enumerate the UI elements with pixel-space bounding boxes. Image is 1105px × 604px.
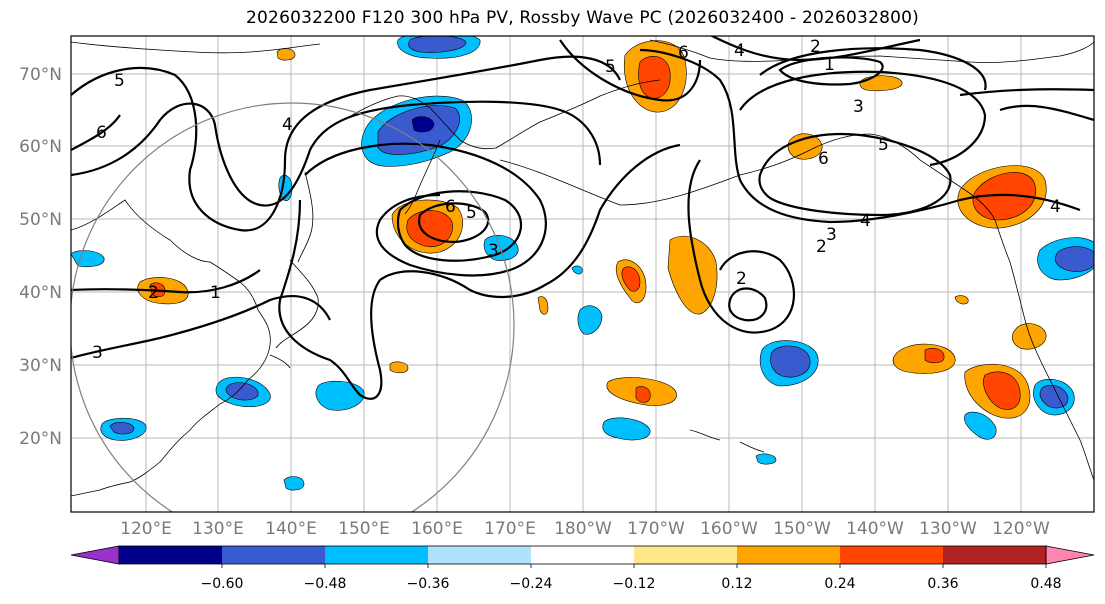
pv-anomaly-pos (924, 348, 945, 364)
lon-label: 140°W (846, 519, 904, 539)
colorbar-segment (119, 546, 223, 564)
pv-anomaly-pos (635, 386, 651, 403)
pv-anomaly-pos (537, 296, 549, 315)
pv-anomaly-neg (483, 235, 519, 261)
contour-label: 6 (818, 149, 829, 169)
lat-label: 30°N (19, 356, 62, 376)
pv-anomaly-pos (621, 266, 641, 292)
lat-label: 40°N (19, 283, 62, 303)
contour-labels: 6 5 4 5 6 2 1 3 5 6 4 3 2 4 5 2 3 2 1 3 … (92, 37, 1061, 363)
colorbar-tick-label: 0.48 (1030, 576, 1061, 592)
map-title: 2026032200 F120 300 hPa PV, Rossby Wave … (246, 8, 919, 28)
lon-label: 170°W (627, 519, 685, 539)
colorbar-segment (325, 546, 429, 564)
contour-label: 6 (96, 123, 107, 143)
colorbar-frame (118, 545, 1047, 565)
contour-label: 6 (678, 43, 689, 63)
contour-label: 1 (210, 283, 221, 303)
colorbar-tick-label: −0.60 (201, 576, 244, 592)
lon-label: 120°W (992, 519, 1050, 539)
colorbar-ticks: −0.60 −0.48 −0.36 −0.24 −0.12 0.12 0.24 0.36 0.4… (201, 564, 1062, 592)
colorbar-segment (737, 546, 841, 564)
rossby-wave-contours (71, 36, 1094, 400)
pv-anomaly-pos (954, 295, 969, 305)
lon-label: 120°E (120, 519, 172, 539)
contour-label: 5 (878, 135, 889, 155)
lat-label: 60°N (19, 137, 62, 157)
contour-label: 1 (824, 55, 835, 75)
lat-label: 70°N (19, 65, 62, 85)
contour-label: 4 (1050, 197, 1061, 217)
lon-label: 140°E (265, 519, 317, 539)
pv-anomaly-neg (315, 380, 365, 411)
colorbar-tick-label: −0.36 (407, 576, 450, 592)
pv-anomaly-pos (1011, 323, 1047, 350)
colorbar-tick-label: −0.24 (510, 576, 553, 592)
contour-label: 5 (605, 57, 616, 77)
pv-anomaly-neg (571, 265, 583, 275)
colorbar-segment (531, 546, 635, 564)
colorbar-segment (634, 546, 738, 564)
lat-label: 50°N (19, 210, 62, 230)
pv-anomaly-neg (1054, 246, 1094, 272)
lon-label: 160°W (700, 519, 758, 539)
colorbar-segment (840, 546, 944, 564)
contour-label: 3 (92, 343, 103, 363)
pv-anomaly-neg (411, 116, 435, 133)
contour-label: 2 (816, 237, 827, 257)
contour-label: 5 (466, 203, 477, 223)
colorbar-tick-label: 0.36 (927, 576, 958, 592)
contour-label: 2 (736, 269, 747, 289)
lon-label: 150°W (773, 519, 831, 539)
contour-label: 4 (734, 41, 745, 61)
lon-label: 130°E (192, 519, 244, 539)
contour-label: 4 (860, 211, 871, 231)
contour-label: 3 (853, 97, 864, 117)
pv-anomaly-neg (408, 36, 467, 53)
colorbar-extend-min (70, 545, 120, 565)
contour-label: 2 (810, 37, 821, 57)
lon-label: 130°W (919, 519, 977, 539)
pv-anomaly-pos (389, 361, 409, 374)
reference-circle (71, 102, 515, 512)
lat-label: 20°N (19, 429, 62, 449)
colorbar-segments (70, 545, 1095, 565)
colorbar-tick-label: 0.12 (721, 576, 752, 592)
contour-label: 5 (114, 71, 125, 91)
latitude-labels: 70°N 60°N 50°N 40°N 30°N 20°N (19, 65, 62, 449)
pv-anomaly-neg (283, 476, 305, 491)
map-content: 6 5 4 5 6 2 1 3 5 6 4 3 2 4 5 2 3 2 1 3 … (71, 36, 1094, 512)
pv-anomaly-pos (638, 55, 671, 99)
pv-anomaly-neg (577, 305, 603, 335)
lon-label: 160°E (411, 519, 463, 539)
colorbar-segment (943, 546, 1047, 564)
pv-anomaly-neg (225, 382, 259, 401)
pv-anomaly-neg (755, 453, 777, 465)
colorbar-tick-label: −0.48 (304, 576, 347, 592)
pv-anomaly-pos (983, 371, 1021, 410)
lon-label: 150°E (338, 519, 390, 539)
colorbar-tick-label: 0.24 (824, 576, 855, 592)
contour-label: 4 (282, 115, 293, 135)
lon-label: 180°W (554, 519, 612, 539)
pv-anomaly-neg (964, 411, 997, 440)
colorbar-extend-max (1045, 545, 1095, 565)
lon-label: 170°E (484, 519, 536, 539)
contour-label: 6 (445, 197, 456, 217)
colorbar-tick-label: −0.12 (613, 576, 656, 592)
colorbar-segment (222, 546, 326, 564)
colorbar-segment (428, 546, 532, 564)
longitude-labels: 120°E 130°E 140°E 150°E 160°E 170°E 180°… (120, 519, 1050, 539)
pv-anomaly-neg (602, 417, 651, 441)
pv-anomaly-pos (972, 172, 1037, 221)
contour-label: 3 (488, 241, 499, 261)
contour-label: 3 (826, 225, 837, 245)
pv-anomaly-neg (770, 345, 811, 378)
map-frame (70, 35, 1095, 513)
contour-label: 2 (148, 283, 159, 303)
pv-anomaly-neg (109, 422, 135, 435)
